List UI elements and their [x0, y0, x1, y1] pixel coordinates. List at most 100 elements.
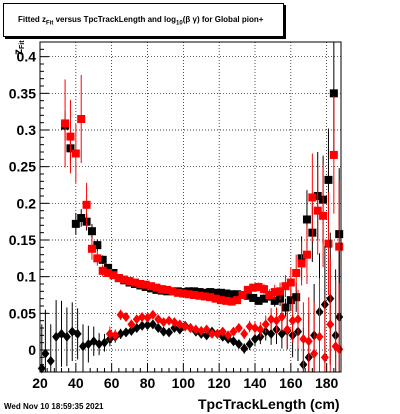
x-tick-label: 120 [207, 375, 231, 391]
tick-labels: 20 40 60 80 100 120 140 160 180 0 0.05 0.1 0.15 0.2 0.… [9, 49, 339, 391]
data-point-square [66, 132, 75, 141]
footer-timestamp: Wed Nov 10 18:59:35 2021 [4, 402, 104, 411]
data-point-diamond [202, 330, 211, 341]
data-point-square [216, 288, 225, 297]
series-3 [105, 258, 344, 372]
data-point-square [173, 288, 182, 297]
data-point-diamond [105, 328, 114, 339]
data-point-diamond [288, 315, 297, 326]
data-point-square [87, 227, 96, 236]
data-point-square [93, 241, 102, 250]
data-point-square [98, 255, 107, 264]
data-point-square [200, 292, 209, 301]
data-point-square [104, 269, 113, 277]
data-point-diamond [304, 336, 313, 347]
data-point-square [286, 296, 295, 305]
data-point-square [276, 287, 285, 296]
data-point-diamond [251, 323, 259, 333]
data-point-diamond [229, 326, 238, 337]
data-point-diamond [95, 339, 104, 350]
data-point-square [281, 282, 290, 291]
data-point-square [329, 89, 338, 98]
x-tick-label: 80 [140, 375, 156, 391]
data-point-square [168, 287, 177, 296]
data-point-square [233, 296, 242, 305]
data-point-diamond [310, 348, 319, 359]
data-point-square [77, 214, 86, 222]
data-point-diamond [148, 319, 157, 330]
data-point-diamond [138, 320, 147, 331]
title-mid: versus TpcTrackLength and log [53, 15, 177, 24]
data-point-square [184, 290, 193, 299]
data-point-diamond [240, 343, 249, 354]
data-point-square [61, 119, 70, 128]
data-point-diamond [326, 319, 335, 330]
y-tick-label: 0.1 [17, 269, 37, 285]
data-point-square [324, 239, 333, 248]
data-point-square [211, 294, 220, 303]
data-point-diamond [256, 324, 265, 335]
data-point-square [71, 149, 80, 158]
data-point-square [141, 280, 150, 289]
data-point-diamond [202, 324, 211, 335]
data-point-diamond [170, 323, 179, 333]
data-point-diamond [261, 319, 270, 330]
data-point-square [163, 285, 172, 294]
data-point-diamond [320, 352, 329, 363]
data-point-square [152, 283, 161, 292]
data-point-diamond [127, 319, 136, 330]
data-point-square [238, 291, 247, 299]
y-tick-label: 0 [28, 342, 36, 358]
data-point-diamond [234, 323, 243, 333]
data-point-square [98, 266, 107, 275]
data-point-square [93, 254, 102, 263]
y-tick-label: 0.15 [9, 232, 36, 248]
y-tick-label: 0.05 [9, 305, 36, 321]
data-point-diamond [159, 326, 168, 337]
title-sub2: 10 [176, 20, 183, 27]
y-axis-label-main: z [11, 49, 25, 55]
data-point-square [281, 303, 290, 312]
data-point-diamond [143, 320, 152, 331]
data-point-square [179, 289, 188, 298]
x-tick-label: 100 [172, 375, 196, 391]
data-point-diamond [100, 337, 109, 348]
data-point-square [313, 206, 322, 215]
data-point-square [249, 283, 258, 292]
title-box: Fitted zFit versus TpcTrackLength and lo… [3, 3, 284, 37]
y-axis-label-sub: Fit [19, 40, 26, 49]
data-points [37, 42, 344, 374]
data-point-square [243, 285, 252, 294]
data-point-square [259, 285, 268, 294]
data-point-square [270, 296, 279, 305]
data-point-diamond [315, 331, 324, 342]
data-point-square [82, 200, 91, 209]
axis-ticks [39, 48, 342, 372]
title-sub: Fit [46, 20, 54, 27]
x-tick-label: 40 [68, 375, 84, 391]
data-point-diamond [191, 324, 200, 335]
data-point-square [254, 296, 263, 305]
data-point-diamond [277, 312, 286, 322]
data-point-square [147, 282, 156, 291]
data-point-square [109, 271, 118, 280]
chart-title: Fitted zFit versus TpcTrackLength and lo… [18, 15, 263, 27]
data-point-square [286, 278, 295, 287]
series-2 [37, 232, 344, 374]
data-point-square [216, 296, 225, 305]
data-point-diamond [122, 312, 130, 322]
data-point-square [254, 282, 263, 291]
data-point-square [335, 242, 344, 251]
data-point-square [190, 291, 199, 299]
data-point-square [243, 291, 252, 300]
data-point-square [211, 288, 220, 297]
title-prefix: Fitted z [18, 15, 46, 24]
data-point-square [157, 285, 166, 294]
data-point-square [206, 293, 215, 302]
data-point-square [324, 175, 333, 184]
data-point-square [259, 294, 268, 303]
data-point-diamond [186, 323, 195, 333]
data-point-diamond [154, 323, 163, 333]
